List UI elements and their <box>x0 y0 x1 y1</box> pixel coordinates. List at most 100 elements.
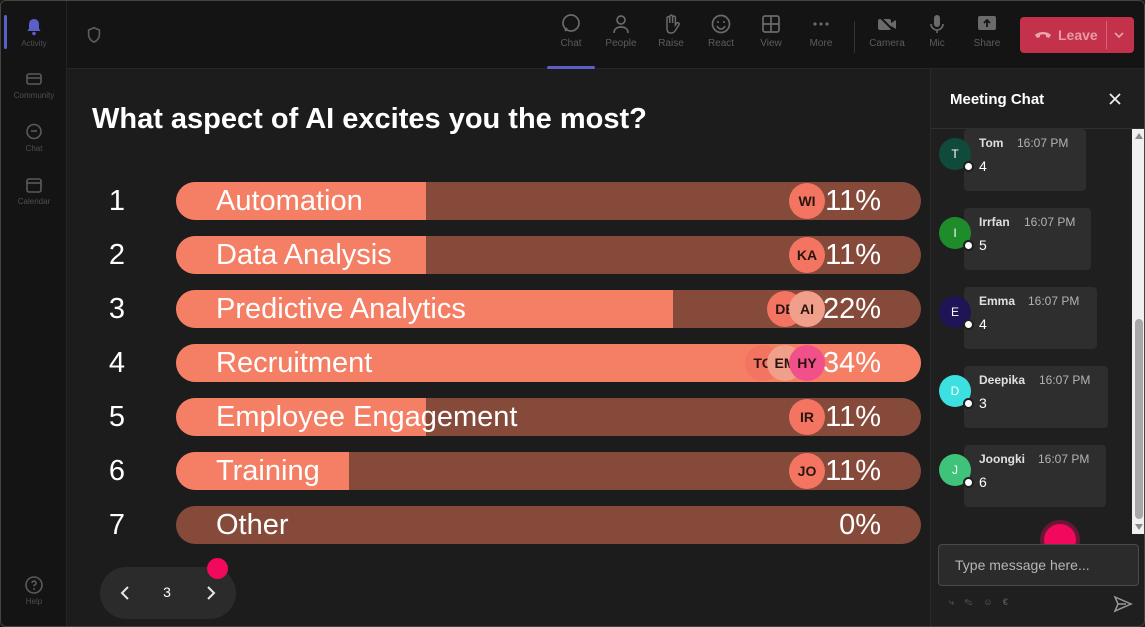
presence-status-icon <box>963 240 974 251</box>
voter-avatar: IR <box>789 399 825 435</box>
toolbar-label: People <box>605 38 637 49</box>
chat-scrollbar[interactable] <box>1132 129 1144 534</box>
bell-icon <box>27 19 41 36</box>
leave-button[interactable]: Leave <box>1020 17 1134 53</box>
option-percentage: 11% <box>825 401 881 433</box>
rail-item-help[interactable]: Help <box>1 567 67 613</box>
poll-option-row: 4 Recruitment TO EM HY 34% <box>1 344 931 382</box>
meeting-chat-panel: Meeting Chat Tom 16:07 PM 4 T Irrfan 16:07 PM… <box>930 69 1144 626</box>
presence-status-icon <box>963 161 974 172</box>
option-percentage: 0% <box>839 509 881 541</box>
poll-option-row: 2 Data Analysis KA 11% <box>1 236 931 274</box>
chat-message: Joongki 16:07 PM 6 J <box>931 445 1131 507</box>
camera-off-icon <box>878 15 896 33</box>
cursor-indicator <box>207 558 228 579</box>
toolbar-view-button[interactable]: View <box>747 11 795 63</box>
result-bar-fill <box>176 290 673 328</box>
toolbar-separator <box>854 21 855 53</box>
option-label: Other <box>216 509 289 541</box>
scroll-up-arrow[interactable] <box>1135 133 1143 139</box>
toolbar-label: Raise <box>658 38 684 49</box>
option-percentage: 34% <box>822 347 881 379</box>
message-time: 16:07 PM <box>1024 215 1076 229</box>
share-screen-icon <box>978 16 996 30</box>
toolbar-people-button[interactable]: People <box>597 11 645 63</box>
option-percentage: 11% <box>825 455 881 487</box>
scroll-down-arrow[interactable] <box>1135 524 1143 530</box>
toolbar-mic-button[interactable]: Mic <box>913 11 961 63</box>
message-time: 16:07 PM <box>1028 294 1080 308</box>
people-icon <box>613 15 629 34</box>
toolbar-react-button[interactable]: React <box>697 11 745 63</box>
toolbar-camera-button[interactable]: Camera <box>863 11 911 63</box>
rail-item-calendar[interactable]: Calendar <box>1 167 67 213</box>
send-icon[interactable] <box>1113 594 1133 614</box>
result-bar-track: Employee Engagement IR 11% <box>176 398 921 436</box>
presence-status-icon <box>963 319 974 330</box>
result-bar-track: Other 0% <box>176 506 921 544</box>
voter-avatar: JO <box>789 453 825 489</box>
message-text: 4 <box>979 158 987 174</box>
sender-name: Irrfan <box>979 215 1010 229</box>
toolbar-label: Mic <box>929 38 945 49</box>
option-label: Training <box>216 455 320 487</box>
message-time: 16:07 PM <box>1039 373 1091 387</box>
rail-item-chat[interactable]: Chat <box>1 114 67 160</box>
message-text: 6 <box>979 474 987 490</box>
message-time: 16:07 PM <box>1038 452 1090 466</box>
option-number: 5 <box>108 401 126 433</box>
toolbar-share-button[interactable]: Share <box>963 11 1011 63</box>
chat-bubble-icon <box>26 123 42 140</box>
option-number: 4 <box>108 347 126 379</box>
toolbar-label: Camera <box>869 38 905 49</box>
chevron-right-icon[interactable] <box>200 583 220 603</box>
poll-option-row: 1 Automation WI 11% <box>1 182 931 220</box>
voter-avatar: KA <box>789 237 825 273</box>
sender-name: Emma <box>979 294 1016 308</box>
toolbar-more-button[interactable]: More <box>797 11 845 63</box>
hang-up-icon <box>1035 32 1051 38</box>
sender-name: Tom <box>979 136 1004 150</box>
chevron-left-icon[interactable] <box>116 583 136 603</box>
option-label: Data Analysis <box>216 239 392 271</box>
toolbar-label: More <box>809 38 833 49</box>
rail-item-community[interactable]: Community <box>1 61 67 107</box>
message-bubble: Joongki 16:07 PM 6 <box>964 445 1106 507</box>
option-number: 1 <box>108 185 126 217</box>
help-icon <box>25 576 43 594</box>
rail-item-activity[interactable]: Activity <box>1 9 67 55</box>
chevron-down-icon[interactable] <box>1112 28 1126 42</box>
voter-avatar: HY <box>789 345 825 381</box>
shield-icon <box>87 26 101 44</box>
close-icon[interactable] <box>1106 90 1124 108</box>
option-number: 2 <box>108 239 126 271</box>
poll-pager: 3 <box>100 567 236 619</box>
result-bar-fill <box>176 452 349 490</box>
chat-message-input[interactable] <box>938 544 1139 586</box>
voter-avatar: AI <box>789 291 825 327</box>
sender-name: Joongki <box>979 452 1026 466</box>
rail-label: Activity <box>21 39 47 48</box>
option-label: Predictive Analytics <box>216 293 466 325</box>
message-time: 16:07 PM <box>1017 136 1069 150</box>
scroll-thumb[interactable] <box>1135 319 1143 519</box>
toolbar-chat-button[interactable]: Chat <box>547 11 595 69</box>
option-label: Automation <box>216 185 363 217</box>
smiley-icon <box>711 14 731 34</box>
toolbar-label: Share <box>973 38 1001 49</box>
toolbar-raise-button[interactable]: Raise <box>647 11 695 63</box>
chat-icon <box>562 14 580 32</box>
option-percentage: 11% <box>825 239 881 271</box>
rail-label: Chat <box>25 144 43 153</box>
more-dots-icon <box>813 22 829 26</box>
chat-message: Irrfan 16:07 PM 5 I <box>931 208 1131 270</box>
result-bar-fill <box>176 182 426 220</box>
toolbar-label: React <box>707 38 735 49</box>
rail-label: Calendar <box>17 197 51 206</box>
chat-header: Meeting Chat <box>931 69 1144 129</box>
result-bar-track: Predictive Analytics DE AI 22% <box>176 290 921 328</box>
option-number: 6 <box>108 455 126 487</box>
format-toolbar[interactable]: ⤷ ✎ ☺ € <box>949 597 1012 607</box>
grid-view-icon <box>762 15 780 33</box>
toolbar-label: Chat <box>560 38 582 49</box>
